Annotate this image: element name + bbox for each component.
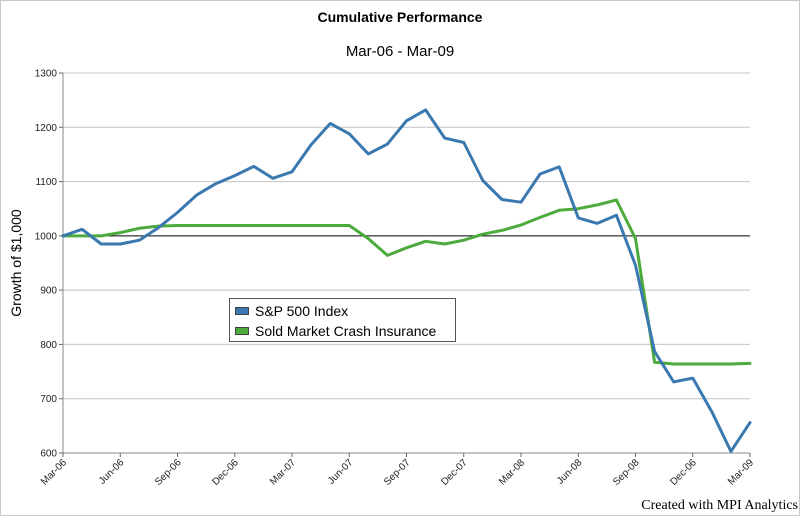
- series-line-crash-insurance: [61, 198, 752, 366]
- x-tick-label: Mar-07: [268, 457, 298, 487]
- y-tick-label: 1000: [35, 231, 58, 242]
- legend-item-sp500: S&P 500 Index: [235, 301, 455, 321]
- legend-item-crash-insurance: Sold Market Crash Insurance: [235, 321, 455, 341]
- x-tick-label: Sep-07: [382, 457, 413, 488]
- x-tick-label: Jun-07: [326, 457, 356, 487]
- x-tick-label: Sep-06: [153, 457, 184, 488]
- x-tick-label: Mar-06: [39, 457, 69, 487]
- series-line-sp500: [61, 108, 752, 453]
- legend-swatch-crash-insurance: [235, 327, 249, 335]
- x-tick-label: Mar-08: [497, 457, 527, 487]
- x-tick-label: Jun-06: [97, 457, 127, 487]
- x-tick-label: Dec-06: [210, 457, 241, 488]
- y-tick-label: 800: [40, 340, 57, 351]
- legend: S&P 500 Index Sold Market Crash Insuranc…: [229, 298, 456, 342]
- y-tick-label: 1100: [35, 177, 57, 188]
- y-tick-label: 600: [40, 449, 57, 460]
- legend-label-crash-insurance: Sold Market Crash Insurance: [255, 323, 437, 339]
- y-tick-label: 700: [40, 394, 57, 405]
- legend-label-sp500: S&P 500 Index: [255, 303, 349, 319]
- x-tick-label: Sep-08: [611, 457, 642, 488]
- x-tick-label: Dec-06: [668, 457, 699, 488]
- y-tick-label: 1300: [35, 69, 58, 80]
- y-tick-label: 1200: [35, 123, 58, 134]
- x-tick-label: Jun-08: [555, 457, 585, 487]
- x-tick-label: Dec-07: [439, 457, 470, 488]
- y-tick-label: 900: [40, 286, 57, 297]
- x-tick-label: Mar-09: [726, 457, 756, 487]
- credit-text: Created with MPI Analytics: [641, 498, 798, 513]
- chart-title: Cumulative Performance: [317, 9, 483, 25]
- chart-subtitle: Mar-06 - Mar-09: [345, 43, 455, 60]
- legend-swatch-sp500: [235, 307, 249, 315]
